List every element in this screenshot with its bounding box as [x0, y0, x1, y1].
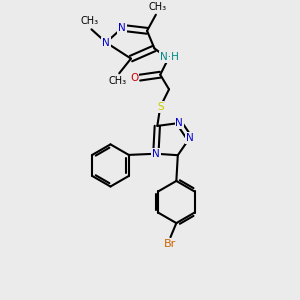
Text: CH₃: CH₃ [148, 2, 166, 11]
Text: S: S [157, 102, 164, 112]
Text: CH₃: CH₃ [109, 76, 127, 86]
Text: O: O [130, 73, 139, 82]
Text: N·H: N·H [160, 52, 178, 62]
Text: CH₃: CH₃ [81, 16, 99, 26]
Text: N: N [118, 23, 126, 33]
Text: N: N [152, 149, 160, 159]
Text: N: N [186, 133, 194, 143]
Text: Br: Br [164, 239, 177, 249]
Text: N: N [102, 38, 110, 47]
Text: N: N [176, 118, 183, 128]
